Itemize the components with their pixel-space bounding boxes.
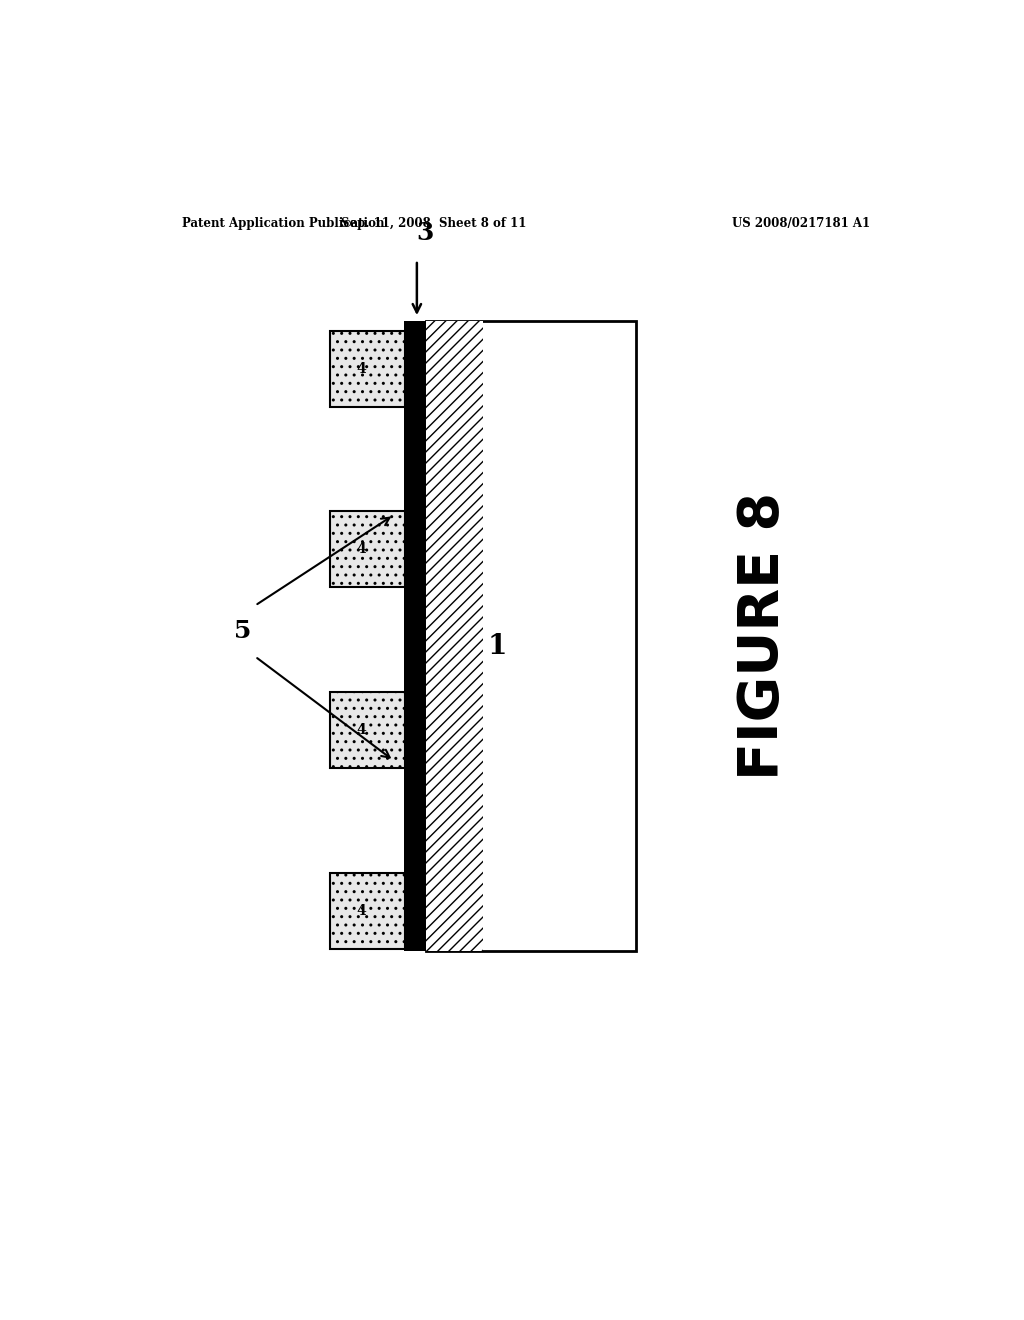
- Text: 4: 4: [356, 723, 367, 737]
- Text: 3: 3: [416, 220, 433, 244]
- Bar: [331, 873, 404, 949]
- Bar: [331, 692, 404, 768]
- Bar: [426, 321, 482, 952]
- Bar: [404, 321, 426, 952]
- Text: US 2008/0217181 A1: US 2008/0217181 A1: [732, 218, 870, 231]
- Text: 4: 4: [356, 904, 367, 917]
- Text: 1: 1: [487, 632, 507, 660]
- Text: 5: 5: [234, 619, 252, 643]
- Text: 4: 4: [356, 362, 367, 376]
- Text: Sep. 11, 2008  Sheet 8 of 11: Sep. 11, 2008 Sheet 8 of 11: [341, 218, 526, 231]
- Text: FIGURE 8: FIGURE 8: [736, 492, 790, 780]
- Text: Patent Application Publication: Patent Application Publication: [182, 218, 384, 231]
- Text: 4: 4: [356, 543, 367, 556]
- Bar: [331, 331, 404, 408]
- Bar: [331, 511, 404, 587]
- Bar: [426, 321, 636, 952]
